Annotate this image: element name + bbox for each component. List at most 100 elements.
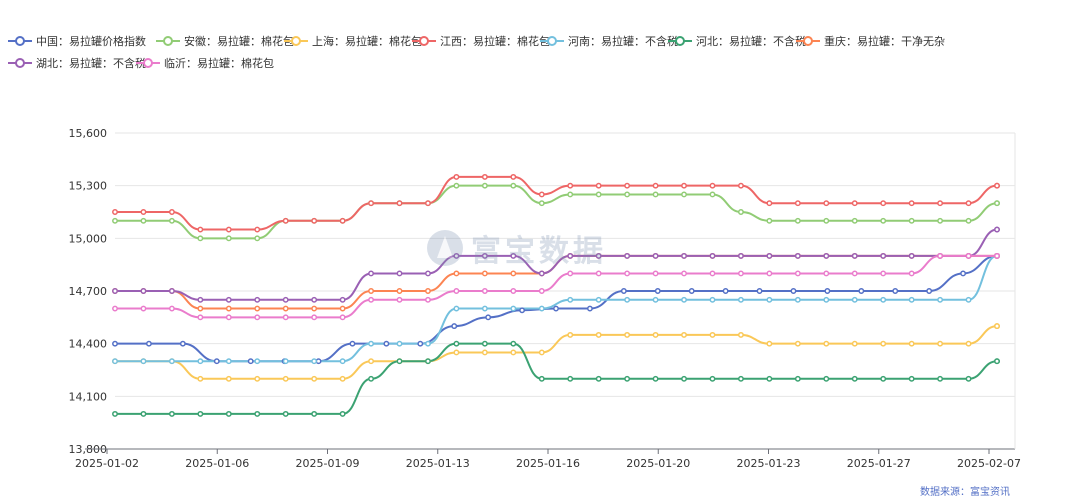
legend-item[interactable]: 江西：易拉罐：棉花包 [412,32,550,50]
data-point [790,288,797,294]
data-point [453,270,460,277]
data-point [282,314,289,321]
data-point [595,252,602,259]
data-point [794,252,801,259]
legend-item[interactable]: 上海：易拉罐：棉花包 [284,32,422,50]
data-point [595,296,602,303]
data-point [756,288,763,294]
data-point [766,252,773,259]
data-point [737,296,744,303]
data-point [368,340,375,347]
data-point [339,314,346,321]
data-point [481,305,488,312]
data-point [737,252,744,259]
data-point [965,296,972,303]
data-point [908,200,915,207]
data-point [140,305,147,312]
legend-item[interactable]: 安徽：易拉罐：棉花包 [156,32,294,50]
data-point [197,314,204,321]
data-point [140,288,147,294]
data-point [538,375,545,382]
legend-item[interactable]: 中国：易拉罐价格指数 [8,32,146,50]
data-point [140,217,147,224]
data-point [681,182,687,189]
data-point [168,217,175,224]
data-point [168,410,175,417]
data-point [282,296,289,303]
legend-item[interactable]: 河南：易拉罐：不含税 [540,32,678,50]
data-point [453,349,460,356]
data-point [368,296,375,303]
data-point [510,173,517,180]
legend-label: 河南：易拉罐：不含税 [568,35,678,48]
data-point [880,200,887,207]
data-point [538,305,545,312]
data-point [681,375,687,382]
data-point [709,252,716,259]
data-point [225,305,232,312]
data-point [247,358,254,365]
data-point [652,270,659,277]
data-point [567,375,574,382]
data-point [254,226,261,233]
data-point [937,252,944,259]
chart-legend: 中国：易拉罐价格指数 安徽：易拉罐：棉花包 上海：易拉罐：棉花包 江西：易拉罐：棉花包… [8,32,1072,72]
legend-line-icon [8,36,32,46]
data-point [225,235,232,242]
data-point [652,252,659,259]
x-tick-label: 2025-01-06 [185,457,249,470]
y-tick-label: 14,100 [69,390,108,403]
data-point [311,217,318,224]
data-point [481,252,488,259]
data-point [311,375,318,382]
data-point [624,270,631,277]
data-point [481,349,488,356]
legend-item[interactable]: 临沂：易拉罐：棉花包 [136,54,274,72]
legend-item[interactable]: 湖北：易拉罐：不含税 [8,54,146,72]
data-point [892,288,899,294]
data-point [794,270,801,277]
data-point [510,305,517,312]
data-point [197,235,204,242]
legend-line-icon [156,36,180,46]
data-point [425,296,431,303]
data-point [339,305,346,312]
data-point [311,410,318,417]
series-line-8 [115,254,997,319]
data-point [425,288,431,294]
data-point [880,375,887,382]
data-point [937,340,944,347]
data-point [112,288,118,294]
data-point [510,270,517,277]
data-point [766,217,773,224]
data-point [624,191,631,198]
data-point [339,217,346,224]
legend-item[interactable]: 重庆：易拉罐：干净无杂 [796,32,945,50]
data-point [908,217,915,224]
data-point [994,323,1000,330]
data-point [567,331,574,338]
data-point [709,270,716,277]
data-point [197,410,204,417]
x-tick-label: 2025-01-13 [406,457,470,470]
legend-item[interactable]: 河北：易拉罐：不含税 [668,32,806,50]
data-point [368,270,375,277]
data-points [112,173,1000,417]
data-point [908,340,915,347]
data-point [567,182,574,189]
data-point [858,288,865,294]
data-point [485,314,492,321]
data-point [254,235,261,242]
legend-label: 中国：易拉罐价格指数 [36,35,146,48]
series-line-3 [115,175,998,231]
data-point [168,358,175,365]
data-point [453,305,460,312]
data-point [737,182,744,189]
source-label[interactable]: 数据来源：富宝资讯 [920,487,1010,498]
data-point [282,375,289,382]
data-point [254,410,261,417]
data-point [197,226,204,233]
data-point [937,296,944,303]
data-point [112,410,118,417]
